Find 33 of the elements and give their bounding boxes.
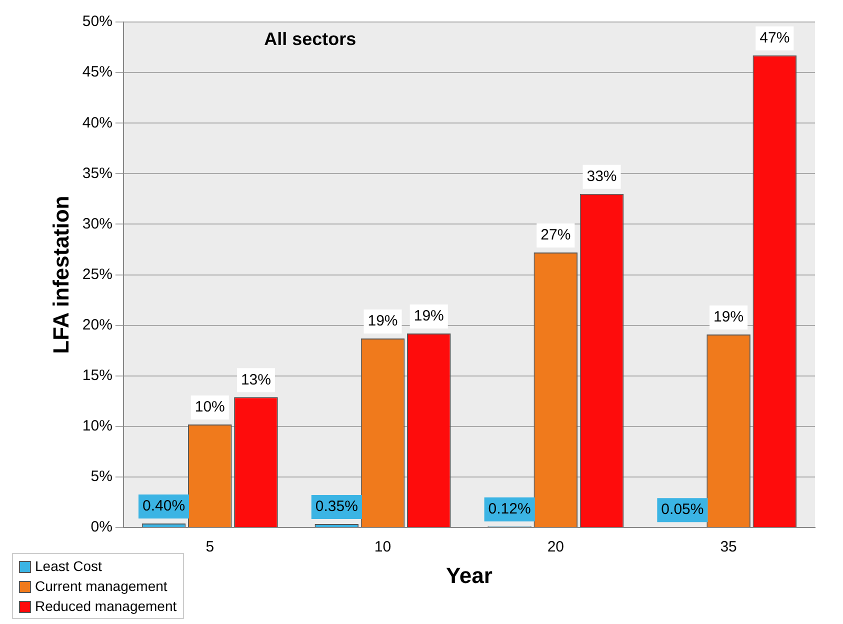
x-tick-label: 20	[547, 538, 564, 556]
data-label: 0.12%	[488, 500, 531, 518]
data-label: 13%	[240, 371, 271, 388]
data-label: 19%	[368, 312, 398, 330]
y-tick-label: 50%	[82, 13, 112, 30]
legend-label: Reduced management	[34, 597, 177, 616]
y-tick-label: 20%	[82, 316, 112, 334]
data-label: 0.35%	[315, 498, 358, 516]
y-tick-label: 30%	[82, 215, 112, 232]
data-label: 0.40%	[142, 498, 186, 515]
y-tick-label: 25%	[82, 266, 112, 283]
data-label: 19%	[414, 308, 444, 325]
x-axis-title: Year	[446, 562, 493, 588]
data-label: 33%	[586, 168, 617, 186]
y-tick-label: 10%	[82, 418, 112, 435]
y-tick-label: 35%	[82, 164, 112, 182]
x-tick-label: 5	[206, 538, 214, 556]
data-label: 27%	[540, 226, 571, 244]
legend-label: Current management	[34, 577, 168, 596]
y-tick-label: 15%	[82, 367, 112, 384]
y-tick-label: 40%	[82, 114, 112, 132]
y-tick-label: 5%	[90, 468, 112, 486]
x-tick-label: 35	[720, 538, 737, 556]
y-tick-label: 0%	[90, 518, 112, 536]
data-label: 10%	[194, 398, 225, 416]
y-axis-title: LFA infestation	[48, 196, 74, 354]
data-label: 47%	[760, 30, 790, 47]
legend-label: Least Cost	[34, 557, 103, 576]
data-label: 19%	[714, 308, 744, 326]
y-tick-label: 45%	[82, 64, 112, 81]
chart-title: All sectors	[264, 28, 356, 49]
x-tick-label: 10	[374, 538, 392, 556]
data-label: 0.05%	[661, 501, 704, 518]
